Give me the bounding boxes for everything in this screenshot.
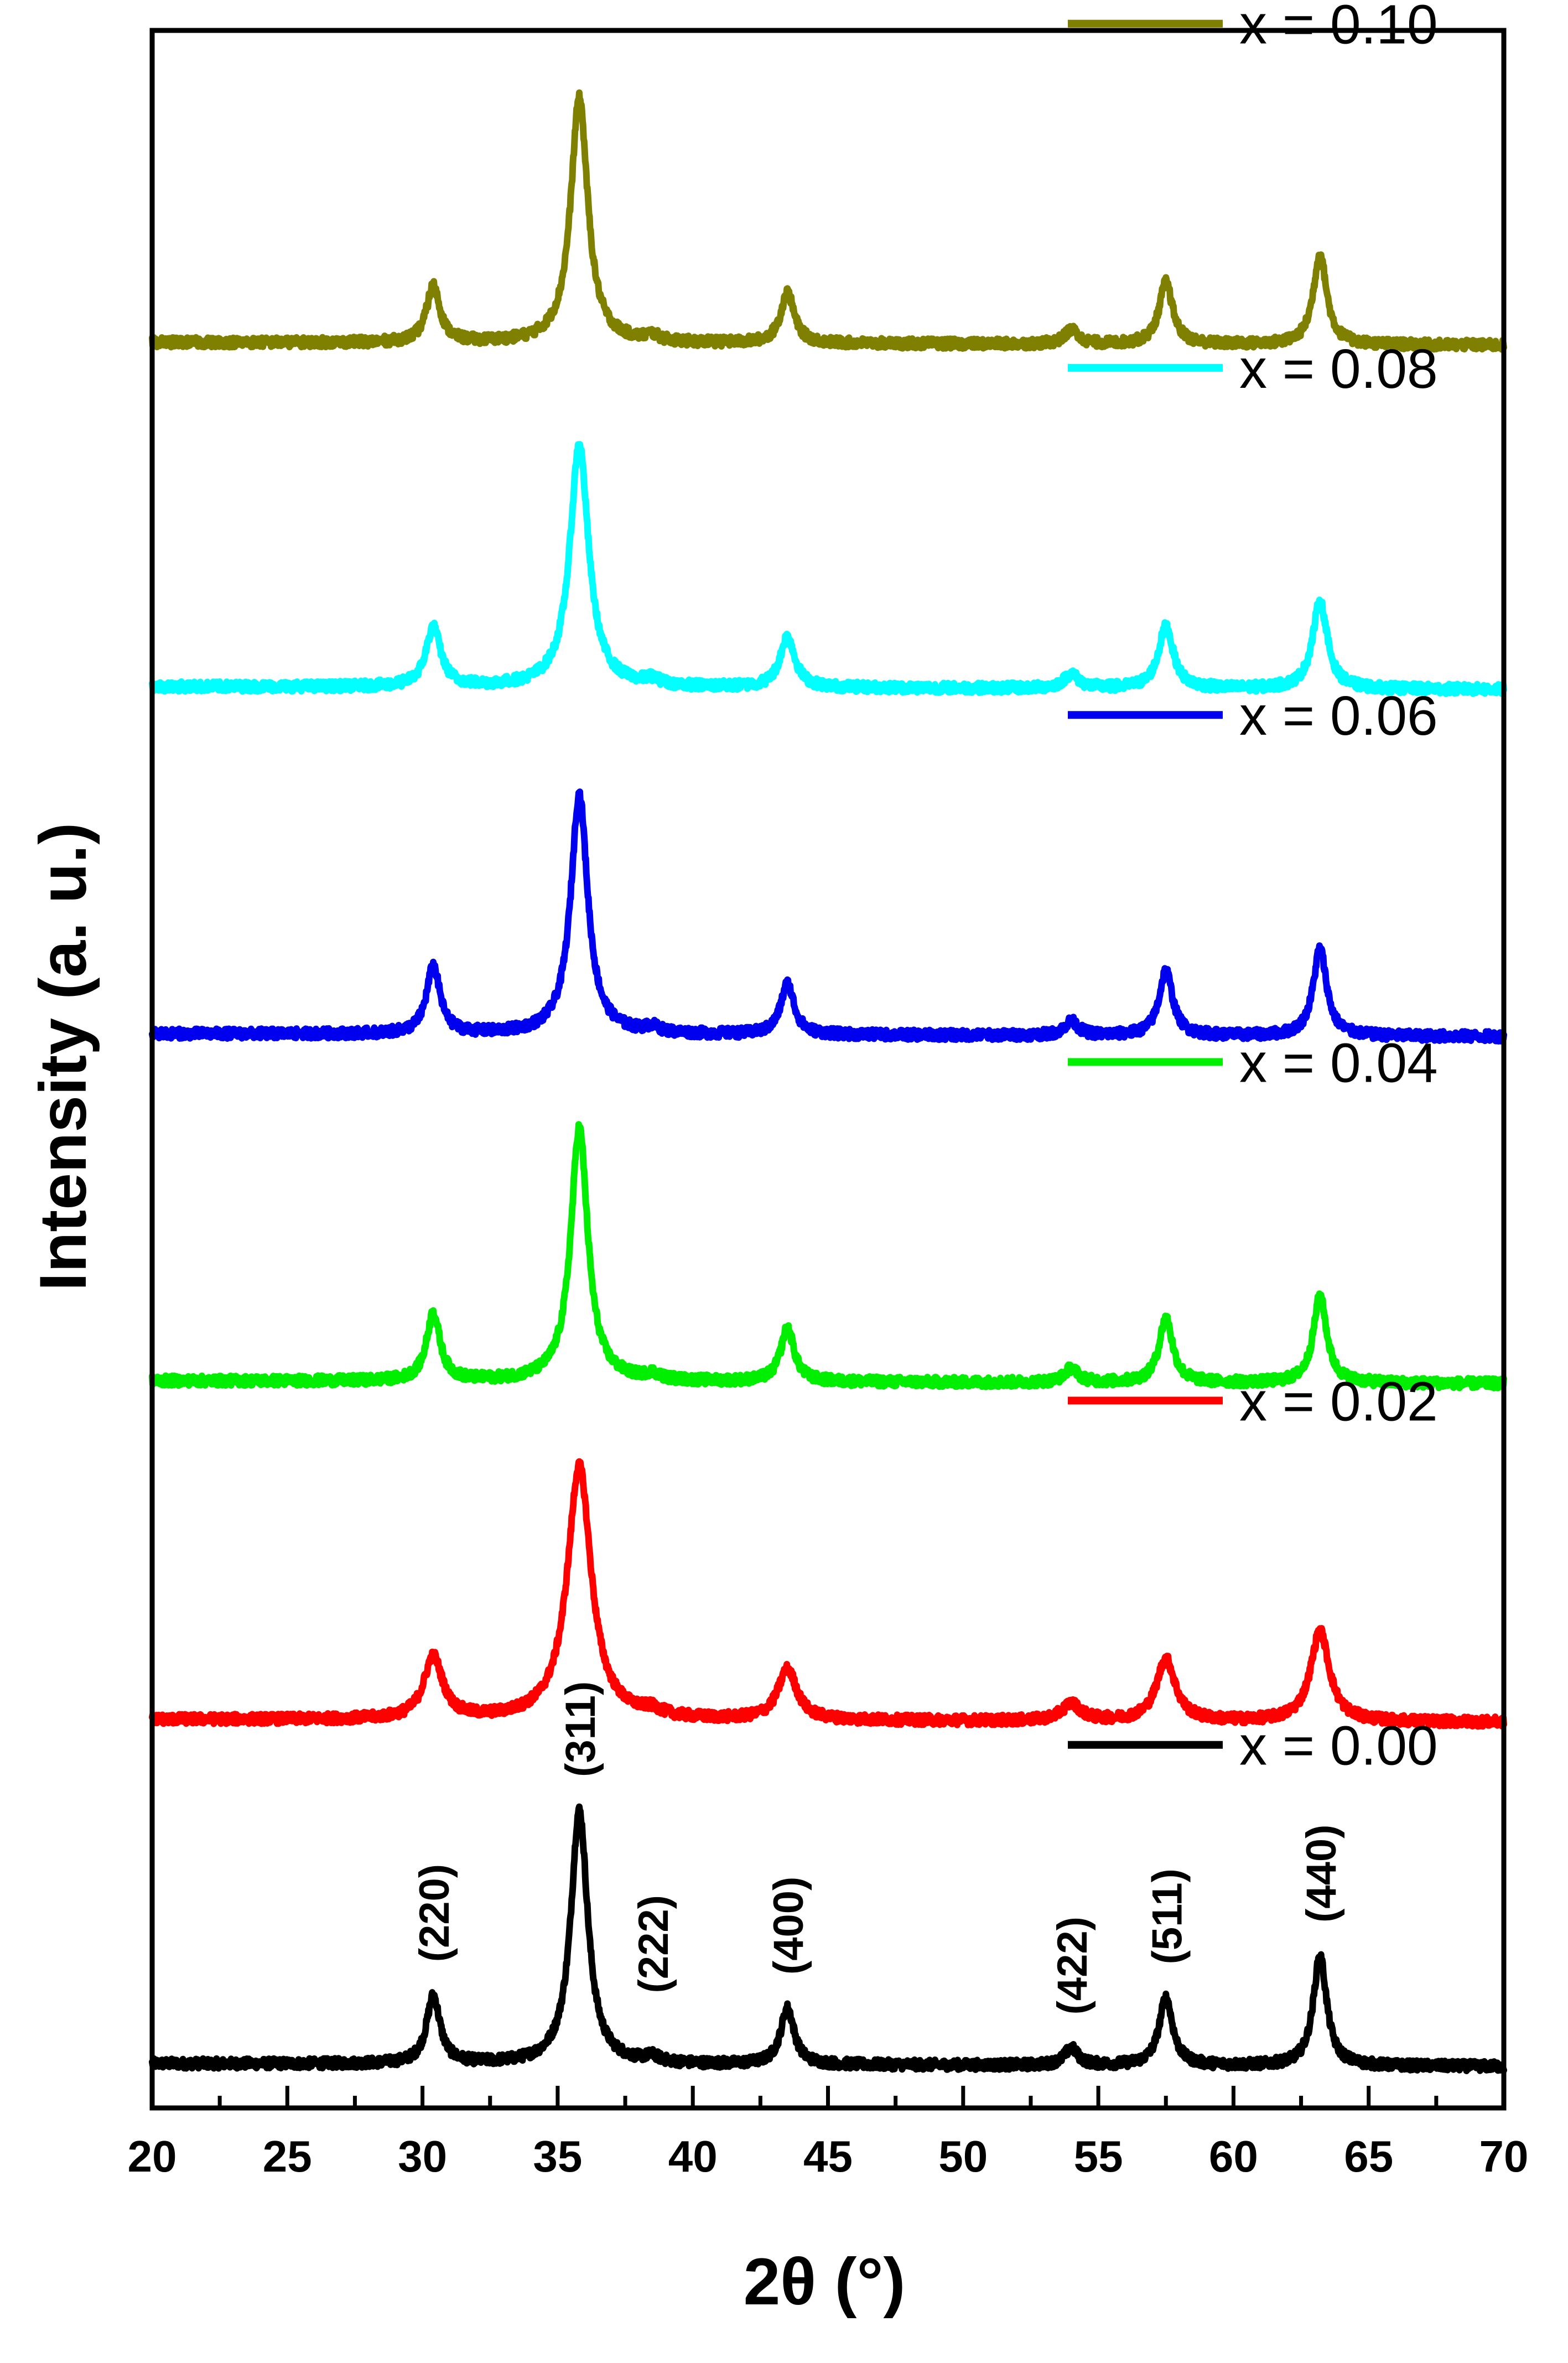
trace-004 <box>149 1121 1507 1391</box>
x-axis-label: 2θ (°) <box>744 2245 906 2319</box>
trace-006 <box>149 788 1507 1045</box>
x-axis-ticks: 20 25 30 35 40 45 50 55 60 65 70 <box>128 2086 1529 2181</box>
peak-label-layer: (220) (311) (222) (400) (422) (511) (440) <box>411 1681 1345 2015</box>
x-tick-label: 20 <box>128 2132 177 2181</box>
x-tick-label: 30 <box>398 2132 447 2181</box>
legend-label: x = 0.10 <box>1239 0 1438 56</box>
legend-label: x = 0.08 <box>1239 338 1438 400</box>
x-tick-label: 65 <box>1344 2132 1393 2181</box>
peak-label: (440) <box>1298 1825 1345 1923</box>
peak-label: (511) <box>1144 1868 1191 1964</box>
y-axis-label: Intensity (a. u.) <box>26 823 100 1291</box>
x-tick-label: 40 <box>668 2132 718 2181</box>
peak-label: (222) <box>630 1895 677 1993</box>
x-tick-label: 60 <box>1209 2132 1258 2181</box>
x-tick-label: 45 <box>803 2132 853 2181</box>
trace-008 <box>149 441 1507 697</box>
legend-label: x = 0.02 <box>1239 1371 1438 1433</box>
legend-label: x = 0.06 <box>1239 685 1438 747</box>
trace-002 <box>149 1458 1507 1730</box>
trace-layer <box>149 89 1507 2074</box>
peak-label: (220) <box>411 1864 458 1962</box>
x-tick-label: 50 <box>938 2132 988 2181</box>
peak-label: (422) <box>1049 1917 1096 2014</box>
x-tick-label: 25 <box>263 2132 312 2181</box>
x-tick-label: 55 <box>1074 2132 1123 2181</box>
x-tick-label: 35 <box>533 2132 582 2181</box>
trace-000 <box>149 1803 1507 2074</box>
peak-label: (311) <box>557 1681 604 1777</box>
legend-label: x = 0.00 <box>1239 1715 1438 1777</box>
x-tick-label: 70 <box>1479 2132 1529 2181</box>
trace-010 <box>149 89 1507 353</box>
legend-label: x = 0.04 <box>1239 1032 1438 1094</box>
peak-label: (400) <box>765 1877 812 1975</box>
legend: x = 0.00 x = 0.02 x = 0.04 x = 0.06 x = 0.08… <box>1068 0 1438 1777</box>
